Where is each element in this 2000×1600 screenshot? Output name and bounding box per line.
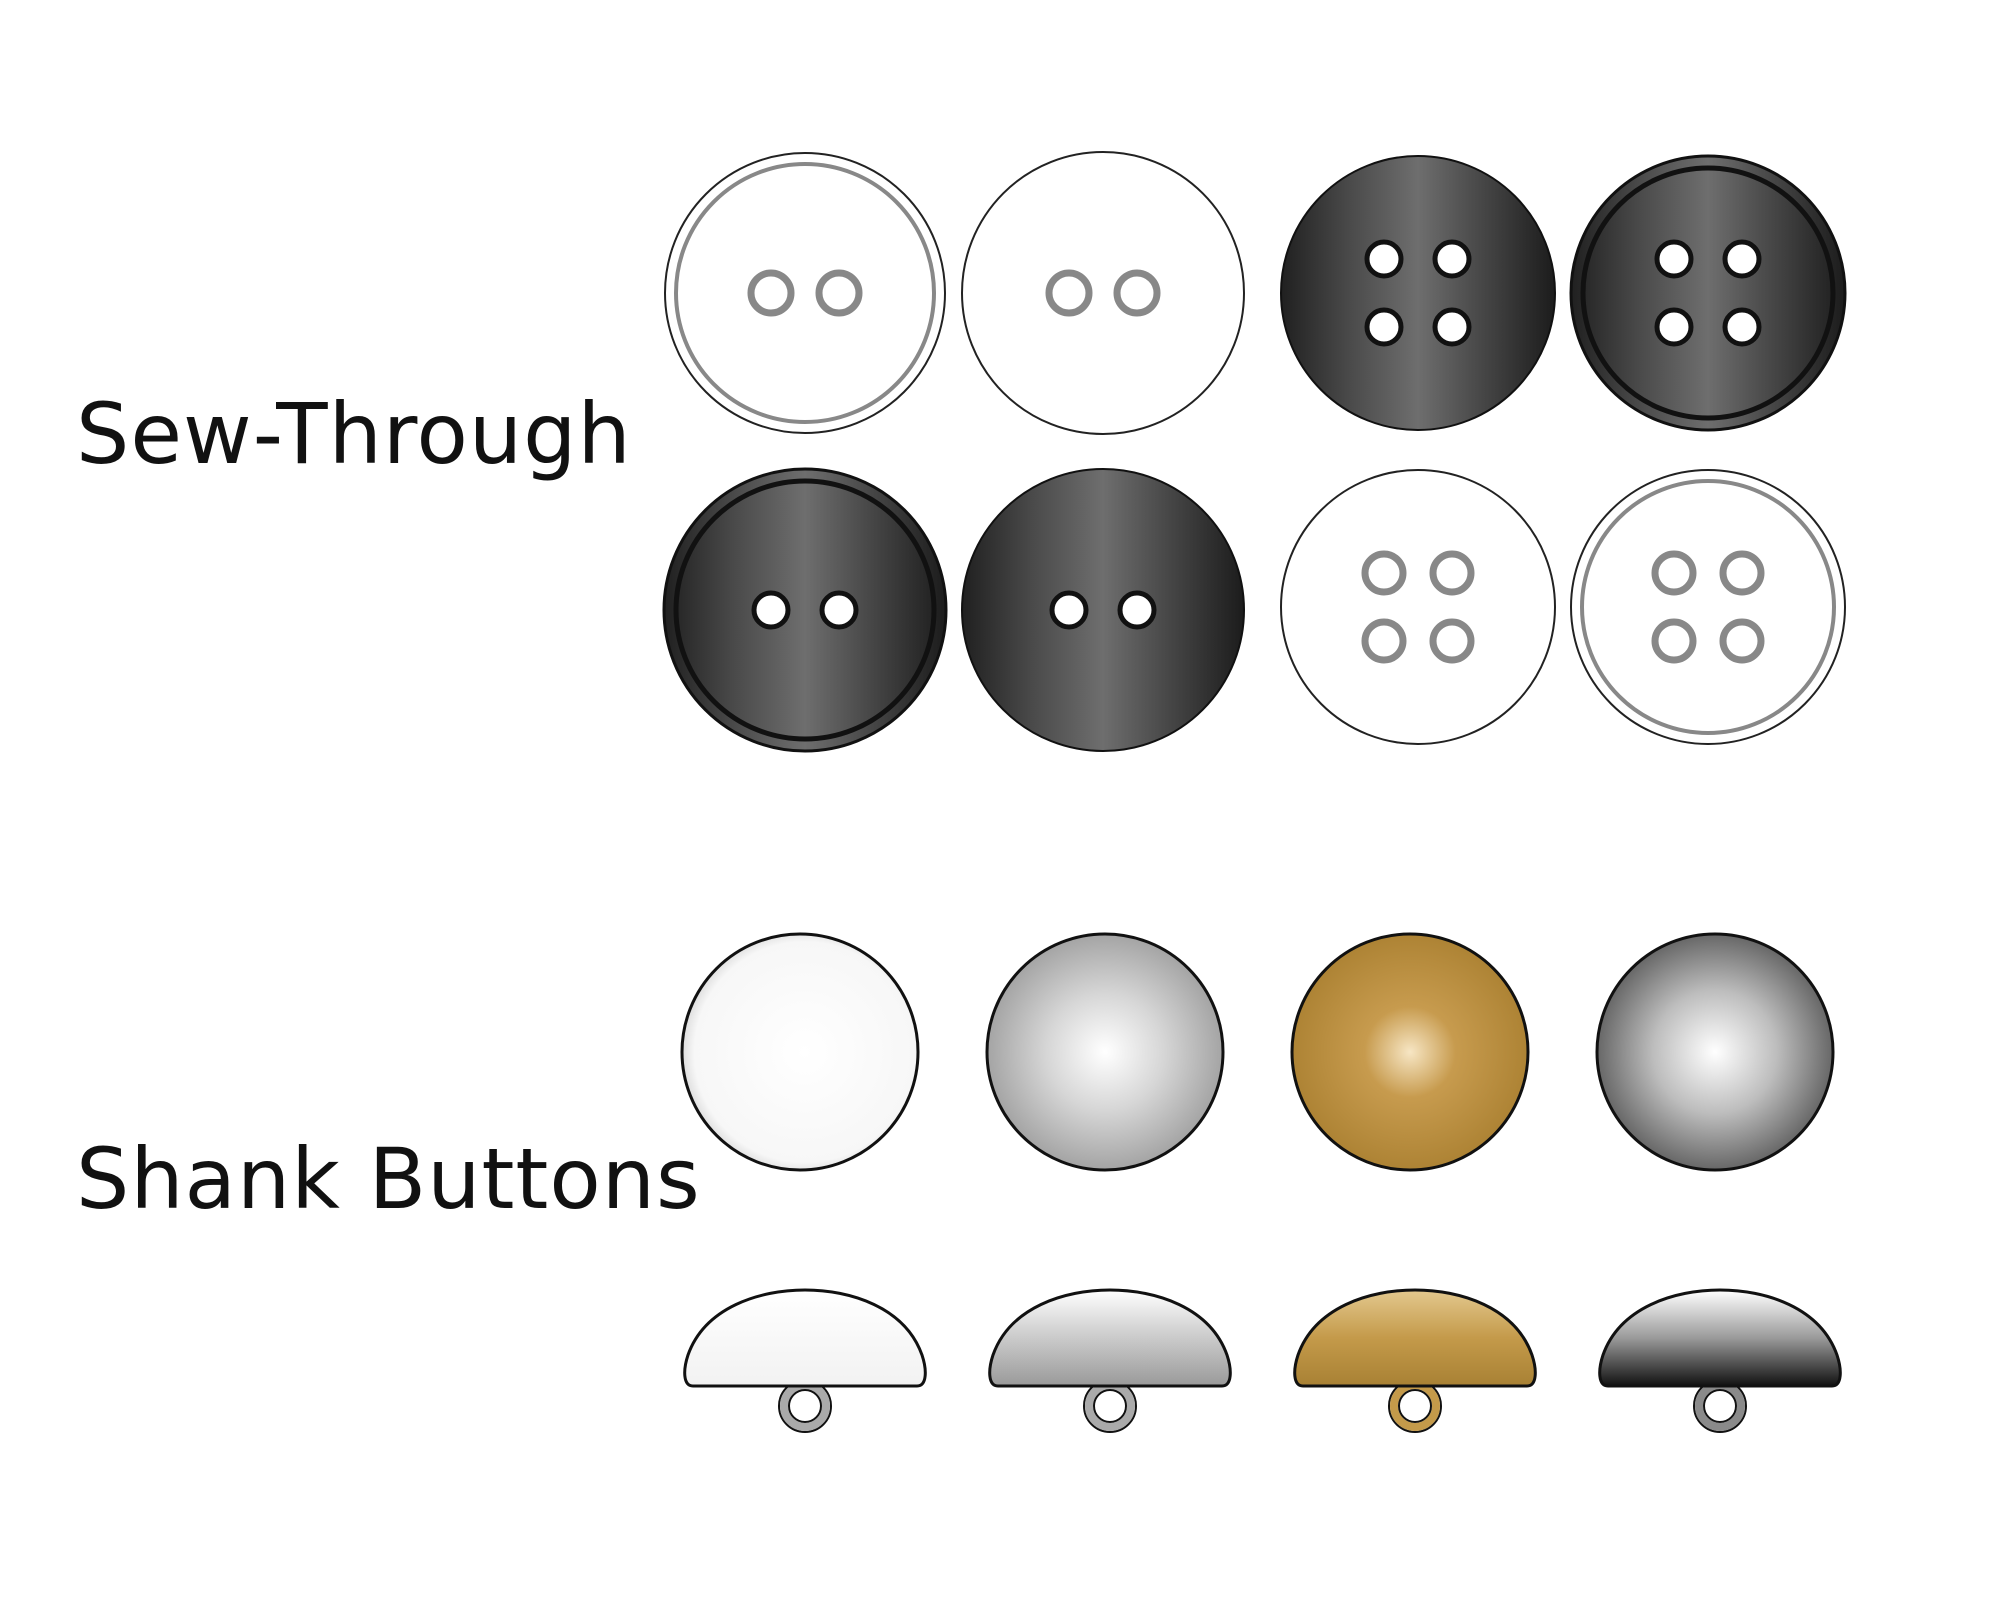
shank-buttons-label: Shank Buttons [76,1130,701,1228]
sew-through-button [1569,154,1847,432]
shank-button-side-white [683,1288,927,1433]
sew-through-button [961,151,1245,435]
shank-button-top-gunmetal [1595,932,1835,1172]
sew-through-label: Sew-Through [76,385,632,483]
shank-button-side-silver [988,1288,1232,1433]
shank-button-top-silver [985,932,1225,1172]
sew-through-button [1570,469,1846,745]
shank-button-side-gold [1293,1288,1537,1433]
sew-through-button [961,468,1245,752]
shank-button-top-gold [1290,932,1530,1172]
sew-through-button [1280,469,1556,745]
shank-button-side-gunmetal [1598,1288,1842,1433]
sew-through-button [664,152,946,434]
sew-through-button [1280,155,1556,431]
shank-button-top-white [680,932,920,1172]
sew-through-button [662,467,948,753]
